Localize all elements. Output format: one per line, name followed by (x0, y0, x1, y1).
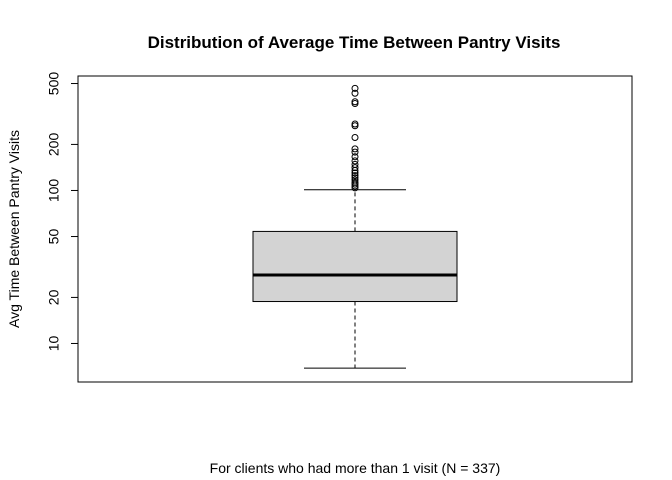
y-tick-label: 200 (46, 133, 62, 157)
outlier-point (351, 84, 359, 92)
outlier-point (351, 153, 359, 161)
box-plot (252, 189, 458, 369)
outlier-point (351, 176, 359, 184)
outlier-point (351, 98, 359, 106)
y-tick-label: 10 (46, 335, 62, 351)
outlier-point (351, 160, 359, 168)
outlier-point (351, 169, 359, 177)
y-axis: 10 20 50 100 200 500 (46, 72, 79, 351)
outlier-point (351, 89, 359, 97)
outlier-point (351, 148, 359, 156)
interquartile-box (252, 230, 458, 303)
outlier-point (351, 133, 359, 141)
y-tick-label: 500 (46, 72, 62, 96)
outlier-point (351, 172, 359, 180)
x-axis-label: For clients who had more than 1 visit (N… (210, 460, 501, 476)
y-axis-label: Avg Time Between Pantry Visits (6, 130, 22, 328)
outlier-point (351, 178, 359, 186)
outlier-point (351, 164, 359, 172)
y-tick-label: 100 (46, 179, 62, 203)
outlier-point (351, 174, 359, 182)
chart-title: Distribution of Average Time Between Pan… (148, 33, 561, 52)
outlier-point (351, 145, 359, 153)
y-tick-label: 20 (46, 289, 62, 305)
outlier-point (351, 120, 359, 128)
y-tick-label: 50 (46, 229, 62, 245)
outlier-points (351, 84, 359, 192)
outlier-point (351, 157, 359, 165)
